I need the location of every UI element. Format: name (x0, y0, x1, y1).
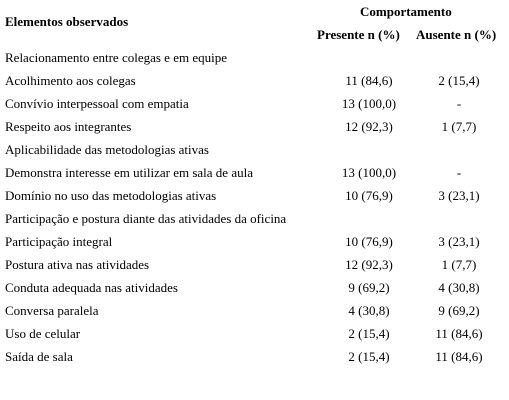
table-row: Saída de sala 2 (15,4) 11 (84,6) (0, 345, 509, 368)
row-label: Relacionamento entre colegas e em equipe (5, 50, 227, 65)
absent-value: - (456, 165, 462, 180)
row-label: Saída de sala (5, 349, 73, 364)
present-value: 12 (92,3) (345, 119, 393, 134)
section-row: Relacionamento entre colegas e em equipe (0, 46, 509, 69)
present-value: 13 (100,0) (341, 165, 397, 180)
absent-value: 1 (7,7) (441, 119, 477, 134)
table-row: Participação integral 10 (76,9) 3 (23,1) (0, 230, 509, 253)
table-row: Demonstra interesse em utilizar em sala … (0, 161, 509, 184)
row-label: Convívio interpessoal com empatia (5, 96, 189, 111)
row-label: Conduta adequada nas atividades (5, 280, 178, 295)
present-value: 13 (100,0) (341, 96, 397, 111)
absent-value: 11 (84,6) (435, 326, 483, 341)
row-label: Acolhimento aos colegas (5, 73, 136, 88)
present-value: 4 (30,8) (348, 303, 390, 318)
table-row: Postura ativa nas atividades 12 (92,3) 1… (0, 253, 509, 276)
row-label: Demonstra interesse em utilizar em sala … (5, 165, 253, 180)
section-row: Aplicabilidade das metodologias ativas (0, 138, 509, 161)
row-label: Aplicabilidade das metodologias ativas (5, 142, 209, 157)
absent-value: 9 (69,2) (438, 303, 480, 318)
present-value: 11 (84,6) (345, 73, 393, 88)
table-body: Relacionamento entre colegas e em equipe… (0, 46, 509, 368)
table-row: Conduta adequada nas atividades 9 (69,2)… (0, 276, 509, 299)
absent-value: - (456, 96, 462, 111)
table-row: Conversa paralela 4 (30,8) 9 (69,2) (0, 299, 509, 322)
row-label: Respeito aos integrantes (5, 119, 132, 134)
present-value: 9 (69,2) (348, 280, 390, 295)
present-value: 2 (15,4) (348, 326, 390, 341)
row-label: Participação integral (5, 234, 113, 249)
absent-value: 2 (15,4) (438, 73, 480, 88)
absent-value: 11 (84,6) (435, 349, 483, 364)
table-row: Domínio no uso das metodologias ativas 1… (0, 184, 509, 207)
row-label: Participação e postura diante das ativid… (5, 211, 287, 226)
present-value: 2 (15,4) (348, 349, 390, 364)
table-row: Uso de celular 2 (15,4) 11 (84,6) (0, 322, 509, 345)
section-row: Participação e postura diante das ativid… (0, 207, 509, 230)
present-value: 12 (92,3) (345, 257, 393, 272)
absent-value: 4 (30,8) (438, 280, 480, 295)
absent-value: 3 (23,1) (438, 188, 480, 203)
row-label: Postura ativa nas atividades (5, 257, 150, 272)
row-label: Uso de celular (5, 326, 81, 341)
row-label: Conversa paralela (5, 303, 99, 318)
present-value: 10 (76,9) (345, 188, 393, 203)
absent-column-header: Ausente n (%) (416, 27, 497, 42)
present-value: 10 (76,9) (345, 234, 393, 249)
present-column-header: Presente n (%) (317, 27, 400, 42)
row-label: Domínio no uso das metodologias ativas (5, 188, 217, 203)
elements-header: Elementos observados (5, 14, 129, 29)
table-row: Acolhimento aos colegas 11 (84,6) 2 (15,… (0, 69, 509, 92)
behavior-group-header: Comportamento (360, 4, 452, 19)
table-row: Respeito aos integrantes 12 (92,3) 1 (7,… (0, 115, 509, 138)
absent-value: 1 (7,7) (441, 257, 477, 272)
absent-value: 3 (23,1) (438, 234, 480, 249)
table-row: Convívio interpessoal com empatia 13 (10… (0, 92, 509, 115)
